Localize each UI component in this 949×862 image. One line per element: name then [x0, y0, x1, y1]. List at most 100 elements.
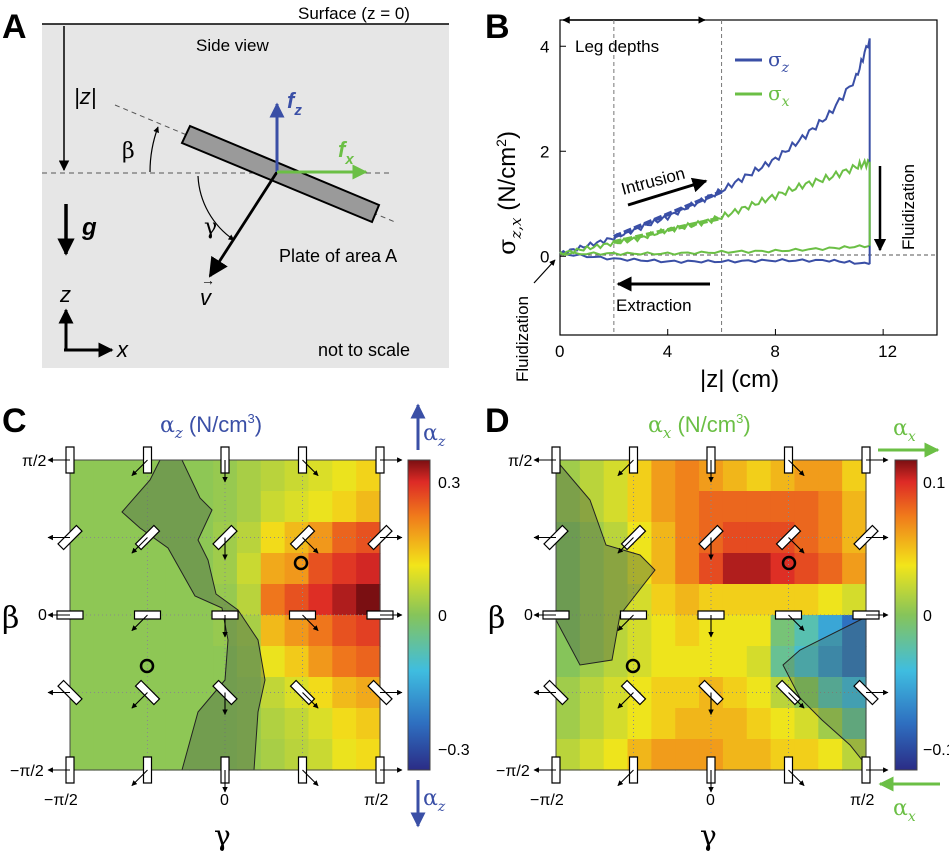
leg-segment-0 — [613, 189, 723, 239]
x-tick-label-3: 12 — [878, 342, 897, 361]
d-velocity-0-1 — [617, 459, 634, 476]
c-cell-3-8 — [260, 553, 286, 585]
c-cell-1-4 — [165, 491, 190, 523]
c-velocity-1-1 — [131, 537, 148, 554]
stress-series — [559, 38, 871, 266]
c-cell-6-1 — [93, 646, 119, 678]
plate-label: Plate of area A — [279, 246, 397, 266]
c-velocity-3-1 — [131, 692, 148, 709]
side-view-background — [42, 24, 449, 368]
x-tick-mid-d: 0 — [706, 792, 715, 809]
d-cell-1-5 — [675, 491, 700, 523]
colorbar-c-bot: −0.3 — [438, 742, 470, 759]
c-cell-2-5 — [189, 522, 214, 554]
d-cell-8-0 — [556, 708, 581, 740]
c-cell-4-10 — [308, 584, 333, 616]
panel-a: A Surface (z = 0) Side view |z| β γ v → … — [2, 4, 449, 368]
d-velocity-0-3 — [788, 459, 805, 476]
marker-circle-d1 — [625, 658, 641, 674]
d-cell-4-7 — [722, 584, 748, 616]
c-cell-3-7 — [236, 553, 262, 585]
c-cell-1-10 — [308, 491, 333, 523]
fluidization-region-d1 — [555, 458, 656, 666]
d-cell-5-2 — [603, 615, 629, 647]
c-cell-5-8 — [260, 615, 286, 647]
panel-label-b: B — [485, 8, 510, 46]
c-cell-6-4 — [165, 646, 190, 678]
d-velocity-3-1 — [617, 692, 634, 709]
d-cell-5-9 — [770, 615, 796, 647]
c-cell-0-5 — [189, 460, 214, 492]
d-cell-7-8 — [746, 677, 772, 709]
c-cell-3-11 — [332, 553, 357, 585]
d-cell-9-4 — [651, 739, 676, 771]
d-cell-4-5 — [675, 584, 700, 616]
fx-label: fx — [338, 137, 354, 168]
colorbar-d-mid: 0 — [923, 608, 932, 625]
c-cell-8-10 — [308, 708, 333, 740]
d-cell-9-10 — [794, 739, 819, 771]
gamma-label: γ — [204, 215, 217, 240]
c-cell-4-8 — [260, 584, 286, 616]
d-cell-8-9 — [770, 708, 796, 740]
d-cell-1-7 — [722, 491, 748, 523]
legend-sigma-x: σx — [768, 81, 790, 110]
d-cell-9-2 — [603, 739, 629, 771]
c-cell-4-1 — [93, 584, 119, 616]
d-cell-8-5 — [675, 708, 700, 740]
c-cell-8-12 — [356, 708, 381, 740]
d-cell-7-7 — [722, 677, 748, 709]
c-cell-4-9 — [284, 584, 310, 616]
alpha-x-left-label: αx — [893, 796, 916, 825]
d-cell-2-10 — [794, 522, 819, 554]
c-cell-9-5 — [189, 739, 214, 771]
c-cell-5-2 — [117, 615, 143, 647]
d-cell-3-10 — [794, 553, 819, 585]
d-velocity-2-3 — [788, 614, 805, 631]
x-tick-label-0: 0 — [555, 342, 564, 361]
c-cell-6-0 — [70, 646, 95, 678]
d-cell-1-11 — [818, 491, 843, 523]
leg-depths-label: Leg depths — [575, 37, 659, 56]
gamma-arc — [197, 175, 235, 241]
c-cell-1-3 — [141, 491, 166, 523]
c-cell-8-0 — [70, 708, 95, 740]
velocity-vector-mark: → — [201, 272, 215, 288]
c-cell-5-12 — [356, 615, 381, 647]
c-cell-2-10 — [308, 522, 333, 554]
y-tick-top-d: π/2 — [508, 453, 532, 470]
colorbar-c-top: 0.3 — [438, 475, 460, 492]
xlabel-b: |z| (cm) — [700, 366, 779, 393]
d-velocity-3-3 — [788, 692, 805, 709]
d-cell-3-7 — [722, 553, 748, 585]
y-tick-bot-c: −π/2 — [10, 763, 44, 780]
series-1 — [559, 251, 870, 266]
c-cell-5-10 — [308, 615, 333, 647]
c-velocity-1-3 — [302, 537, 319, 554]
d-cell-9-7 — [722, 739, 748, 771]
beta-label: β — [122, 139, 135, 164]
d-cell-1-10 — [794, 491, 819, 523]
d-cell-0-1 — [579, 460, 605, 492]
c-cell-3-0 — [70, 553, 95, 585]
c-cell-1-0 — [70, 491, 95, 523]
c-cell-7-5 — [189, 677, 214, 709]
d-cell-5-0 — [556, 615, 581, 647]
d-cell-6-11 — [818, 646, 843, 678]
d-cell-4-10 — [794, 584, 819, 616]
c-cell-2-7 — [236, 522, 262, 554]
y-tick-label-1: 2 — [540, 142, 549, 161]
c-cell-1-11 — [332, 491, 357, 523]
beta-arc — [149, 126, 159, 173]
d-cell-3-8 — [746, 553, 772, 585]
d-cell-5-5 — [675, 615, 700, 647]
colorbar-d-bot: −0.1 — [923, 742, 949, 759]
c-cell-8-5 — [189, 708, 214, 740]
d-cell-4-4 — [651, 584, 676, 616]
c-cell-4-6 — [213, 584, 238, 616]
d-cell-6-12 — [842, 646, 867, 678]
c-cell-9-1 — [93, 739, 119, 771]
c-cell-4-7 — [236, 584, 262, 616]
d-cell-8-1 — [579, 708, 605, 740]
d-cell-0-11 — [818, 460, 843, 492]
